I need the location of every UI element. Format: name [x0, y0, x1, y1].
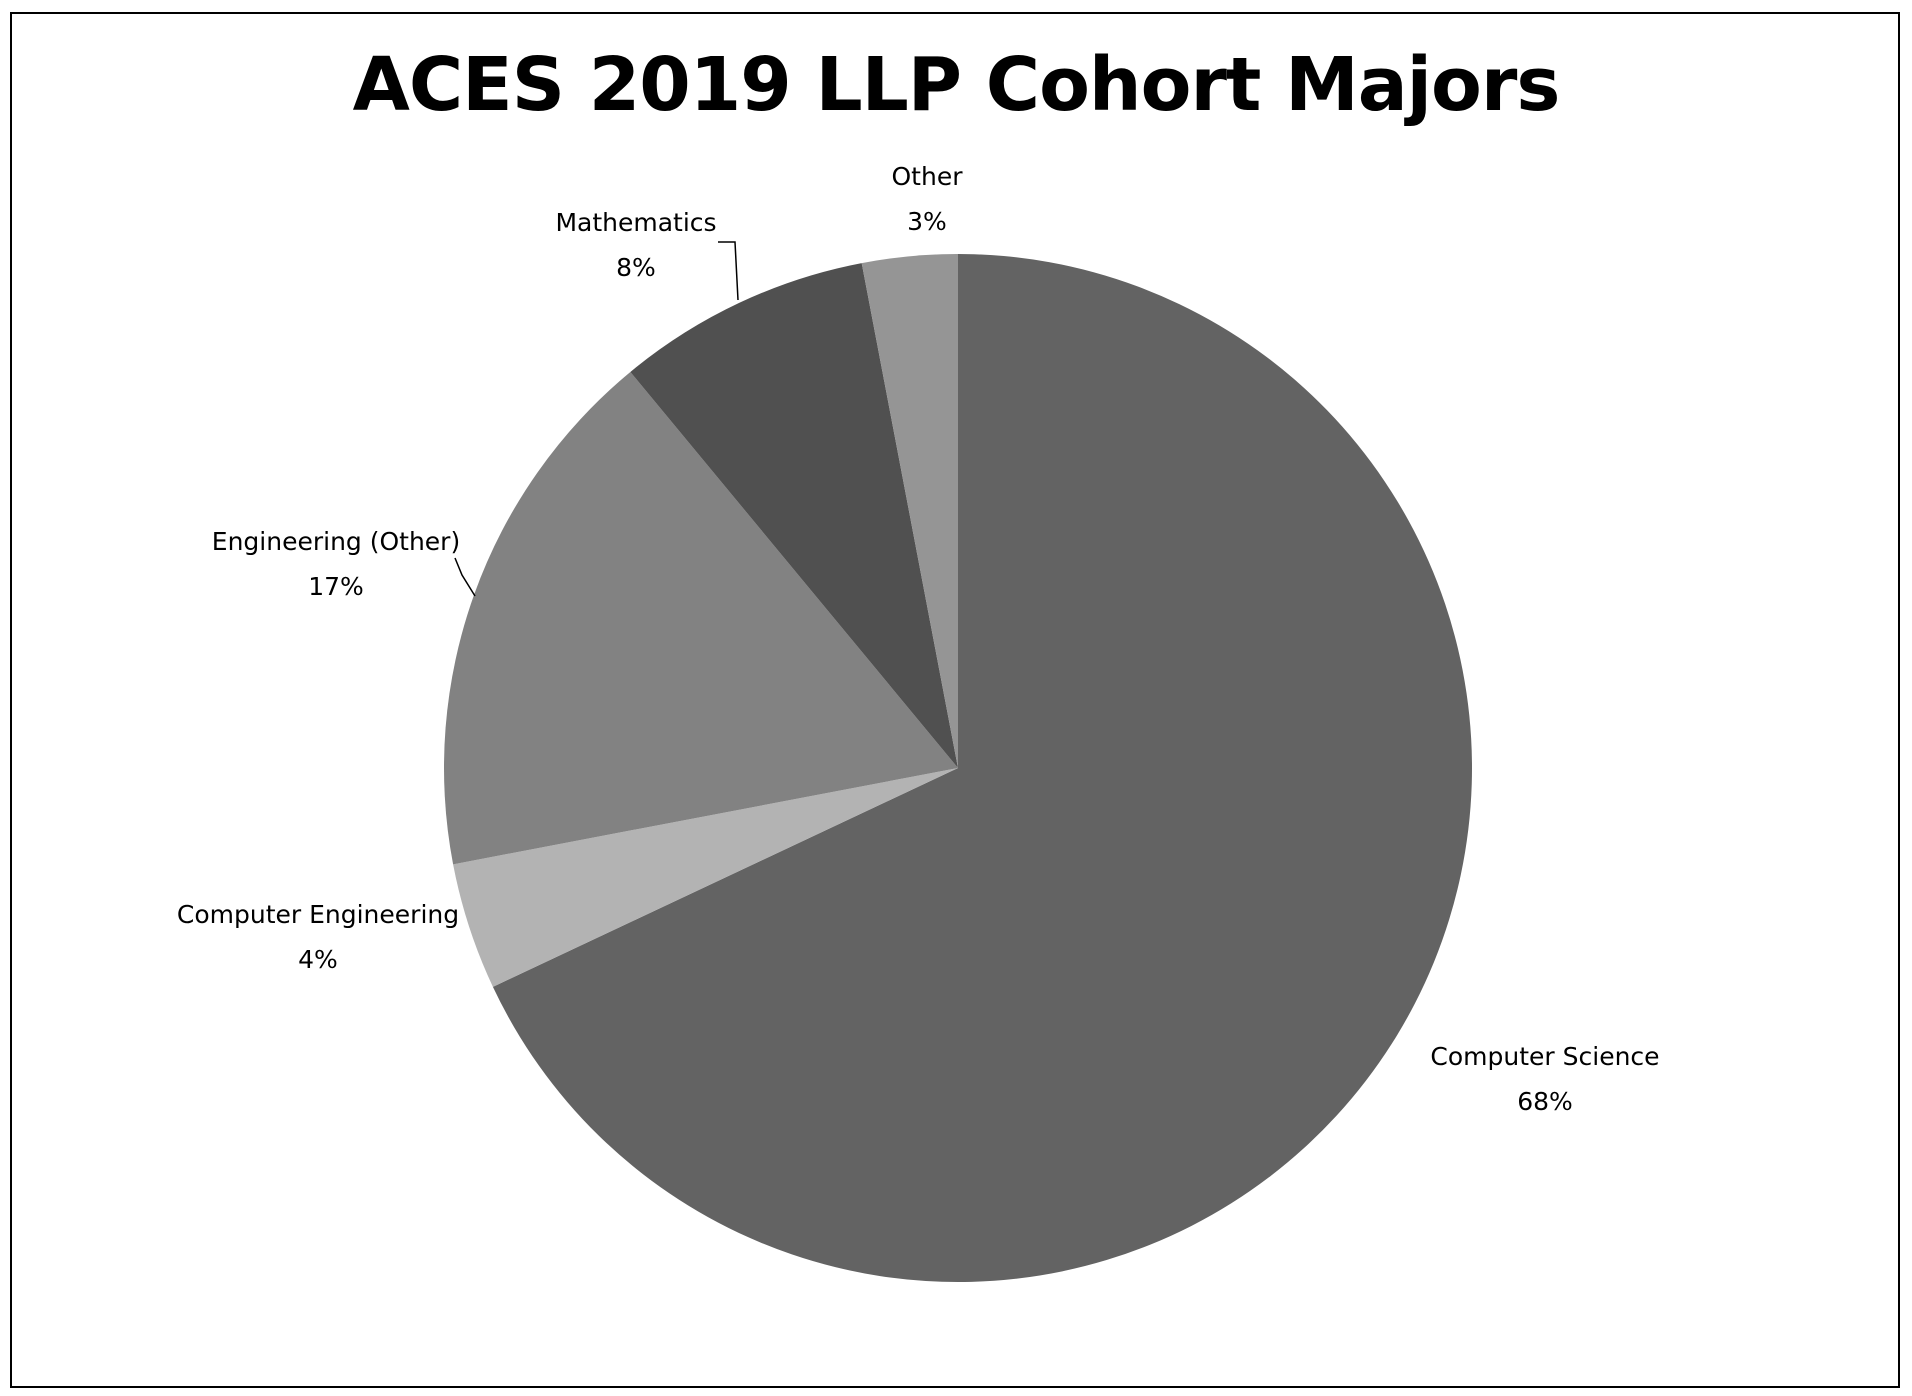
slice-label-percent: 68% [1517, 1087, 1573, 1116]
slice-label-percent: 17% [308, 572, 364, 601]
pie-slice-other [861, 254, 958, 768]
pie-slice-computer-engineering [453, 768, 958, 987]
slice-label-name: Engineering (Other) [212, 527, 460, 556]
slice-label-name: Computer Science [1430, 1042, 1659, 1071]
pie-slices [443, 254, 1472, 1282]
pie-slice-engineering-other [443, 371, 958, 865]
slice-label-name: Computer Engineering [177, 900, 459, 929]
slice-label-percent: 4% [298, 945, 338, 974]
pie-slice-mathematics [630, 263, 958, 768]
leader-lines [454, 241, 739, 597]
slice-label-name: Other [892, 162, 964, 191]
slice-label-name: Mathematics [555, 208, 716, 237]
pie-slice-computer-science [492, 254, 1472, 1282]
slice-label-percent: 8% [616, 253, 656, 282]
leader-line [454, 557, 476, 597]
leader-line [718, 241, 739, 301]
chart-title: ACES 2019 LLP Cohort Majors [352, 42, 1561, 128]
slice-label-percent: 3% [907, 207, 947, 236]
slice-labels: Computer Science 68% Computer Engineering 4… [177, 162, 1660, 1116]
